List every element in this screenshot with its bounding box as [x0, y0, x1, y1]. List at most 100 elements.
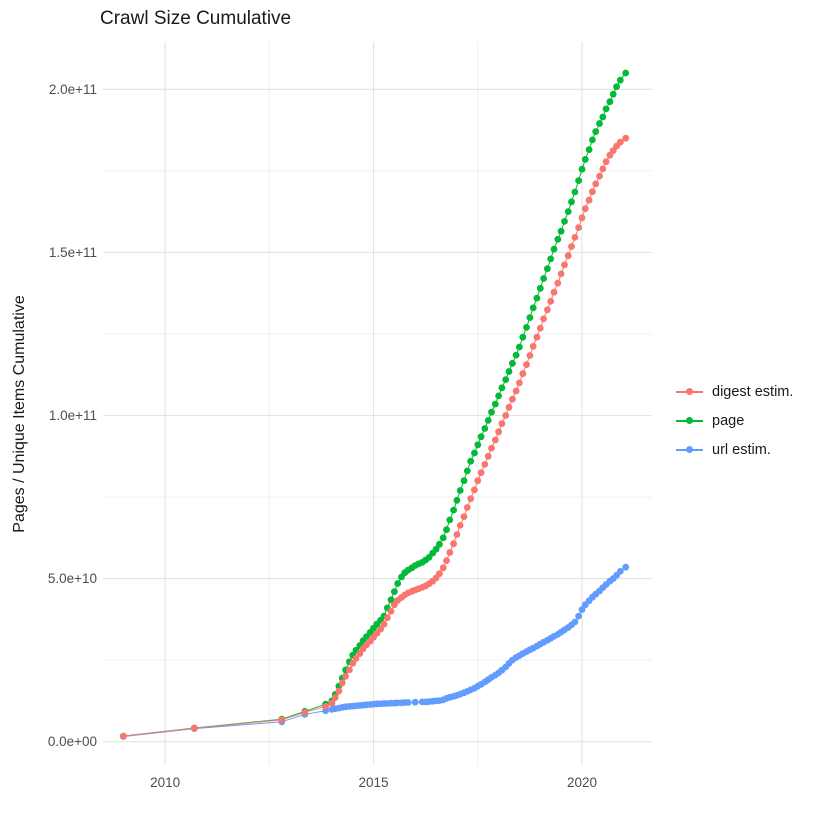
- legend-item-url-estim: url estim.: [676, 435, 793, 464]
- data-point-digest-estim: [592, 180, 600, 188]
- data-point-digest-estim: [328, 699, 336, 707]
- x-tick-label: 2020: [567, 775, 597, 790]
- data-point-page: [561, 218, 568, 225]
- data-point-page: [536, 284, 544, 292]
- data-point-page: [544, 265, 551, 273]
- data-point-digest-estim: [519, 370, 527, 378]
- data-point-digest-estim: [436, 570, 443, 578]
- data-point-digest-estim: [335, 687, 343, 695]
- data-point-page: [540, 275, 547, 282]
- data-point-digest-estim: [453, 531, 461, 538]
- data-point-digest-estim: [352, 655, 360, 662]
- data-point-digest-estim: [502, 412, 510, 419]
- data-point-page: [578, 165, 586, 173]
- data-point-page: [599, 113, 607, 121]
- data-point-url-estim: [575, 612, 582, 620]
- data-point-page: [606, 98, 614, 106]
- data-point-page: [446, 516, 454, 524]
- data-point-digest-estim: [523, 361, 530, 368]
- chart-title: Crawl Size Cumulative: [100, 8, 292, 29]
- data-point-digest-estim: [581, 205, 589, 213]
- data-point-page: [554, 235, 562, 243]
- data-point-page: [436, 540, 443, 548]
- data-point-digest-estim: [544, 306, 551, 314]
- data-point-digest-estim: [568, 243, 575, 250]
- data-point-page: [523, 324, 530, 331]
- series-line-url-estim: [123, 566, 627, 737]
- data-point-digest-estim: [536, 324, 544, 332]
- data-point-digest-estim: [585, 196, 593, 204]
- data-point-page: [602, 105, 610, 113]
- data-point-digest-estim: [557, 270, 565, 278]
- data-point-digest-estim: [190, 724, 198, 732]
- data-point-page: [443, 526, 450, 534]
- data-point-digest-estim: [550, 288, 558, 296]
- data-point-digest-estim: [484, 452, 492, 460]
- x-tick-label: 2010: [150, 775, 180, 790]
- data-point-url-estim: [571, 618, 579, 626]
- data-point-digest-estim: [491, 436, 499, 444]
- data-point-digest-estim: [498, 420, 506, 427]
- data-point-digest-estim: [616, 138, 624, 146]
- data-point-page: [387, 596, 395, 604]
- data-point-page: [460, 477, 468, 485]
- data-point-page: [519, 333, 527, 341]
- data-point-digest-estim: [575, 224, 582, 232]
- data-point-page: [613, 83, 620, 91]
- data-point-page: [450, 506, 457, 514]
- data-point-digest-estim: [377, 625, 384, 633]
- data-point-page: [391, 588, 398, 595]
- data-point-digest-estim: [540, 315, 547, 323]
- data-point-digest-estim: [495, 428, 502, 436]
- data-point-page: [453, 496, 461, 504]
- data-point-digest-estim: [460, 513, 468, 520]
- data-point-page: [488, 408, 495, 416]
- data-point-page: [529, 304, 537, 312]
- data-point-digest-estim: [512, 387, 520, 395]
- data-point-page: [481, 425, 489, 432]
- legend-dot-icon: [685, 416, 693, 425]
- legend-label: url estim.: [712, 441, 771, 458]
- legend: digest estim. page url estim.: [676, 377, 793, 464]
- data-point-page: [547, 255, 555, 263]
- data-point-digest-estim: [383, 614, 391, 622]
- data-point-digest-estim: [301, 708, 309, 716]
- y-tick-label: 1.5e+11: [49, 245, 97, 260]
- data-point-digest-estim: [529, 342, 537, 350]
- legend-label: digest estim.: [712, 383, 794, 400]
- data-point-page: [571, 188, 579, 196]
- data-point-digest-estim: [599, 165, 607, 173]
- data-point-digest-estim: [380, 620, 388, 628]
- data-point-digest-estim: [456, 522, 464, 529]
- data-point-page: [484, 417, 492, 424]
- data-point-digest-estim: [346, 666, 353, 674]
- data-point-page: [589, 136, 596, 144]
- legend-dot-icon: [685, 445, 693, 454]
- data-point-digest-estim: [596, 172, 603, 180]
- data-point-page: [394, 580, 402, 587]
- data-point-digest-estim: [505, 403, 513, 411]
- y-tick-label: 1.0e+11: [49, 408, 97, 423]
- legend-item-digest-estim: digest estim.: [676, 377, 793, 406]
- legend-item-page: page: [676, 406, 793, 435]
- data-point-page: [471, 449, 478, 457]
- data-point-page: [581, 156, 589, 163]
- data-point-digest-estim: [331, 694, 339, 701]
- data-point-digest-estim: [526, 352, 534, 359]
- data-point-digest-estim: [278, 716, 286, 724]
- data-point-digest-estim: [516, 379, 523, 387]
- data-point-digest-estim: [509, 395, 516, 403]
- data-point-digest-estim: [481, 461, 489, 468]
- data-point-digest-estim: [356, 650, 364, 657]
- data-point-page: [609, 90, 617, 98]
- data-point-digest-estim: [387, 607, 395, 615]
- legend-key-url-estim: [676, 445, 703, 455]
- legend-key-digest-estim: [676, 387, 703, 397]
- data-point-page: [516, 343, 523, 351]
- data-point-digest-estim: [589, 188, 596, 196]
- data-point-digest-estim: [571, 234, 579, 241]
- data-point-url-estim: [411, 698, 419, 706]
- data-point-digest-estim: [622, 134, 630, 142]
- data-point-digest-estim: [120, 732, 127, 740]
- data-point-digest-estim: [564, 252, 572, 260]
